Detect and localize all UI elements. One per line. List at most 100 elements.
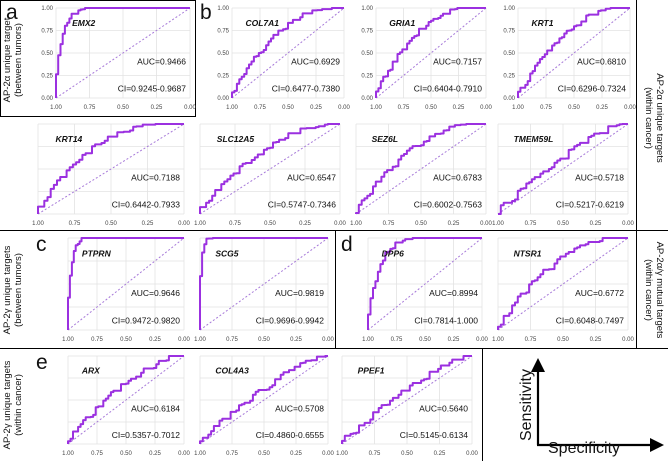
side-label-e: AP-2γ unique targets (within cancer) — [2, 360, 24, 450]
x-tick-label: 1.00 — [370, 105, 382, 111]
x-tick-label: 0.25 — [590, 221, 602, 227]
y-tick-label: 0.50 — [503, 51, 515, 57]
gene-label: KRT1 — [531, 18, 553, 28]
side-label-d: AP-2α/γ mutual targets (within cancer) — [643, 241, 665, 339]
gene-label: ARX — [81, 366, 101, 376]
chance-diagonal — [497, 237, 629, 331]
ci-label: CI=0.6442-0.7933 — [112, 200, 181, 210]
x-tick-label: 0.25 — [310, 105, 322, 111]
y-tick-label: 0.75 — [503, 29, 515, 35]
row-separator-bottom — [0, 348, 668, 349]
auc-label: AUC=0.7157 — [433, 57, 482, 67]
x-tick-label: 0.25 — [596, 105, 608, 111]
auc-label: AUC=0.9466 — [137, 57, 186, 67]
x-tick-label: 0.75 — [84, 105, 96, 111]
auc-label: AUC=0.6929 — [291, 57, 340, 67]
roc-chart-ptprn: 1.00 0.75 0.50 0.25 0.00 PTPRN AUC=0.9646 CI=0.… — [62, 237, 190, 343]
x-tick-label: 0.00 — [480, 105, 492, 111]
x-tick-label: 0.75 — [398, 105, 410, 111]
roc-curve-slc12a5 — [199, 123, 340, 214]
right-label-divider-top — [636, 0, 637, 348]
x-tick-label: 1.00 — [226, 105, 238, 111]
gene-label: GRIA1 — [389, 18, 415, 28]
ci-label: CI=0.5747-0.7346 — [268, 200, 337, 210]
y-tick-label: 0.25 — [41, 74, 53, 80]
ci-label: CI=0.6477-0.7380 — [272, 84, 341, 94]
gene-label: KRT14 — [56, 134, 83, 144]
y-tick-label: 0.25 — [217, 74, 229, 80]
x-tick-label: 0.50 — [401, 451, 413, 457]
x-tick-label: 0.50 — [105, 221, 117, 227]
ci-label: CI=0.6404-0.7910 — [414, 84, 483, 94]
side-label-a: AP-2α unique target (between tumors) — [2, 17, 24, 103]
roc-curve-krt1 — [517, 7, 630, 98]
ci-label: CI=0.9472-0.9820 — [112, 316, 181, 326]
x-tick-label: 0.75 — [540, 105, 552, 111]
gene-label: COL7A1 — [245, 18, 279, 28]
y-tick-label: 0.50 — [41, 51, 53, 57]
ci-label: CI=0.6048-0.7497 — [556, 316, 625, 326]
roc-chart-slc12a5: 1.00 0.75 0.50 0.25 0.00 SLC12A5 AUC=0.6547 CI=… — [194, 123, 346, 227]
x-tick-label: 0.50 — [258, 451, 270, 457]
ci-label: CI=0.6296-0.7324 — [558, 84, 627, 94]
ci-label: CI=0.5145-0.6134 — [400, 430, 469, 440]
panel-a-frame — [0, 0, 196, 117]
x-tick-label: 1.00 — [512, 105, 524, 111]
gene-label: COL4A3 — [215, 366, 249, 376]
roc-curve-col4a3 — [199, 355, 328, 444]
x-tick-label: 0.00 — [622, 221, 634, 227]
x-tick-label: 1.00 — [32, 221, 44, 227]
roc-chart-col7a1: 1.00 0.75 0.50 0.25 0.00 0.00 0.25 0.50 0.75 1.00… — [217, 6, 350, 111]
roc-curve-arx — [67, 355, 184, 444]
x-tick-label: 0.75 — [525, 337, 537, 343]
roc-chart-arx: 1.00 0.75 0.50 0.25 0.00 ARX AUC=0.6184 CI=0.53… — [62, 355, 190, 457]
x-tick-label: 0.25 — [290, 337, 302, 343]
roc-chart-ppef1: 1.00 0.75 0.50 0.25 0.00 PPEF1 AUC=0.5640 CI=0.… — [336, 355, 478, 457]
panel-letter-e: e — [36, 351, 48, 374]
y-tick-label: 0.00 — [217, 96, 229, 102]
x-tick-label: 0.50 — [120, 337, 132, 343]
auc-label: AUC=0.6547 — [287, 173, 336, 183]
side-label-b: AP-2α unique targets (within cancer) — [643, 73, 665, 163]
roc-curve-emx2 — [55, 7, 190, 98]
x-tick-label: 1.00 — [62, 337, 74, 343]
gene-label: NTSR1 — [514, 248, 542, 258]
chance-diagonal — [367, 237, 483, 331]
legend-divider — [482, 348, 483, 461]
x-tick-label: 0.00 — [178, 221, 190, 227]
x-tick-label: 0.00 — [178, 337, 190, 343]
roc-curve-col7a1 — [231, 7, 344, 98]
y-tick-label: 0.50 — [361, 51, 373, 57]
x-tick-label: 0.75 — [91, 451, 103, 457]
x-tick-label: 0.00 — [334, 221, 346, 227]
auc-label: AUC=0.5718 — [575, 173, 624, 183]
gene-label: SCG5 — [215, 248, 238, 258]
ci-label: CI=0.9696-0.9942 — [256, 316, 325, 326]
x-tick-label: 0.75 — [226, 337, 238, 343]
x-tick-label: 1.00 — [50, 105, 62, 111]
y-tick-label: 1.00 — [503, 6, 515, 12]
roc-curve-ppef1 — [341, 355, 472, 444]
legend-x-arrowhead — [650, 438, 664, 452]
gene-label: SLC12A5 — [217, 134, 255, 144]
roc-curve-dpp6 — [367, 237, 482, 330]
auc-label: AUC=0.9646 — [131, 288, 180, 298]
y-tick-label: 0.00 — [41, 96, 53, 102]
gene-label: PPEF1 — [358, 366, 385, 376]
roc-curve-sez6l — [355, 123, 486, 214]
x-tick-label: 1.00 — [62, 451, 74, 457]
legend-y-arrowhead — [531, 358, 545, 372]
axis-legend — [531, 358, 664, 452]
x-tick-label: 0.00 — [466, 451, 478, 457]
gene-label: DPP6 — [382, 248, 404, 258]
x-tick-label: 0.50 — [568, 105, 580, 111]
auc-label: AUC=0.5708 — [275, 403, 324, 413]
x-tick-label: 0.25 — [149, 337, 161, 343]
y-tick-label: 0.75 — [361, 29, 373, 35]
roc-curve-gria1 — [375, 7, 486, 98]
ci-label: CI=0.5357-0.7012 — [112, 430, 181, 440]
ci-label: CI=0.4860-0.6555 — [256, 430, 325, 440]
roc-chart-gria1: 1.00 0.75 0.50 0.25 0.00 0.00 0.25 0.50 0.75 1.00… — [361, 6, 492, 111]
x-tick-label: 0.50 — [557, 337, 569, 343]
y-tick-label: 0.25 — [361, 74, 373, 80]
